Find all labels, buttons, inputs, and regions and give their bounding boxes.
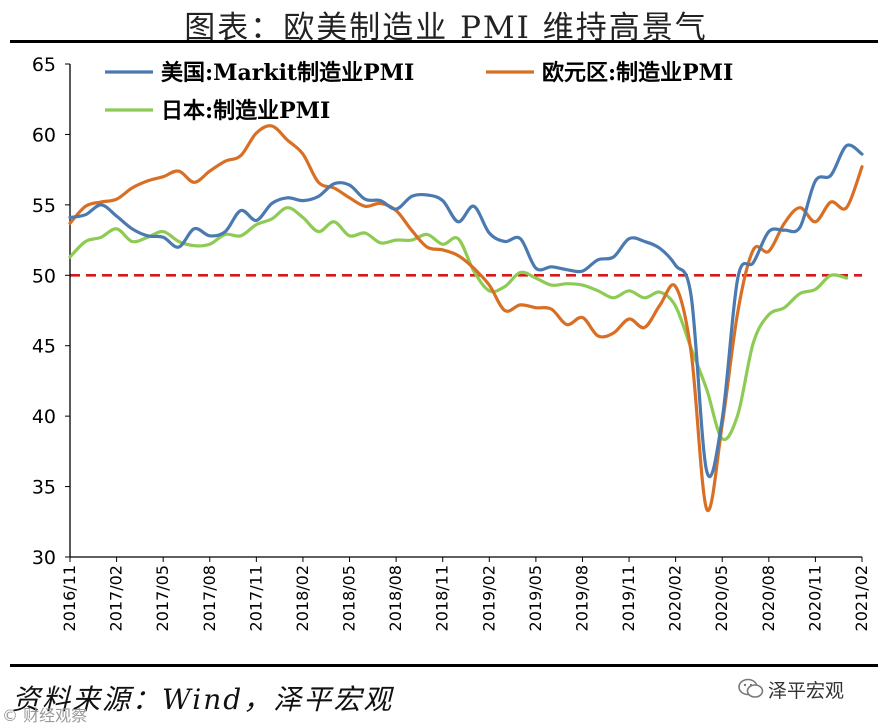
y-tick-label: 45 — [32, 336, 56, 358]
x-tick-label: 2018/11 — [433, 565, 452, 631]
brand-label: 泽平宏观 — [738, 676, 844, 705]
y-tick-label: 55 — [32, 195, 56, 217]
x-tick-label: 2019/08 — [572, 565, 591, 631]
x-tick-label: 2020/02 — [666, 565, 685, 631]
x-tick-label: 2017/11 — [246, 565, 265, 631]
x-tick-label: 2021/02 — [852, 565, 871, 631]
x-tick-label: 2019/02 — [479, 565, 498, 631]
y-tick-label: 50 — [32, 265, 56, 287]
legend-label: 欧元区:制造业PMI — [542, 60, 733, 86]
x-tick-label: 2017/05 — [153, 565, 172, 631]
x-tick-label: 2020/05 — [712, 565, 731, 631]
y-tick-label: 60 — [32, 124, 56, 146]
watermark: © 财经观察 — [2, 706, 88, 725]
x-tick-label: 2019/05 — [526, 565, 545, 631]
source-note: 资料来源：Wind，泽平宏观 — [12, 683, 394, 716]
y-tick-label: 40 — [32, 406, 56, 428]
x-tick-label: 2017/08 — [200, 565, 219, 631]
legend-label: 日本:制造业PMI — [161, 98, 330, 124]
series-line-3 — [68, 206, 849, 442]
x-tick-label: 2016/11 — [60, 565, 79, 631]
x-tick-label: 2020/11 — [805, 565, 824, 631]
brand-text: 泽平宏观 — [768, 680, 845, 702]
legend-label: 美国:Markit制造业PMI — [161, 60, 414, 86]
wechat-icon — [738, 678, 764, 705]
top-rule — [10, 40, 878, 43]
y-tick-label: 30 — [32, 547, 56, 569]
x-tick-label: 2020/08 — [759, 565, 778, 631]
x-tick-label: 2018/02 — [293, 565, 312, 631]
y-tick-label: 65 — [32, 54, 56, 76]
x-tick-label: 2018/08 — [386, 565, 405, 631]
series-line-1 — [68, 143, 864, 479]
series-line-2 — [68, 124, 864, 513]
x-tick-label: 2019/11 — [619, 565, 638, 631]
x-tick-label: 2017/02 — [107, 565, 126, 631]
pmi-line-chart: 30 35 40 45 50 55 60 65 2016/11 2017/02 2017/05 201… — [32, 54, 871, 631]
bottom-rule — [10, 664, 878, 667]
y-tick-label: 35 — [32, 477, 56, 499]
x-tick-label: 2018/05 — [340, 565, 359, 631]
